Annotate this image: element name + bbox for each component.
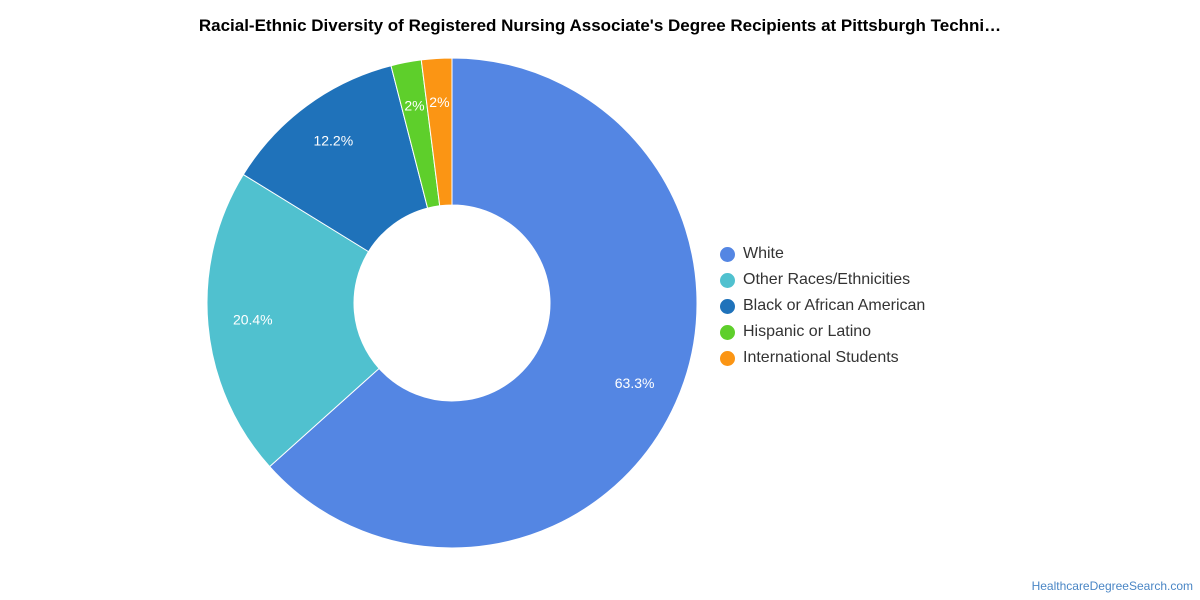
chart-title: Racial-Ethnic Diversity of Registered Nu… <box>198 16 1002 35</box>
legend-label: Other Races/Ethnicities <box>743 271 911 288</box>
legend-label: White <box>743 245 784 262</box>
data-label: 2% <box>404 97 424 113</box>
slice-white[interactable] <box>268 57 698 549</box>
legend-item[interactable]: Other Races/Ethnicities <box>720 267 925 293</box>
legend-item[interactable]: International Students <box>720 345 925 371</box>
legend-swatch <box>720 272 735 288</box>
data-label: 2% <box>429 94 449 110</box>
slice-other-races-ethnicities[interactable] <box>206 173 380 468</box>
legend-swatch <box>720 246 735 262</box>
legend-swatch <box>720 350 735 366</box>
data-label: 20.4% <box>233 312 273 328</box>
source-credit-link[interactable]: HealthcareDegreeSearch.com <box>1031 579 1193 593</box>
legend-swatch <box>720 324 735 340</box>
legend-label: International Students <box>743 349 899 366</box>
chart-legend: White Other Races/Ethnicities Black or Afr… <box>720 241 925 371</box>
legend-label: Black or African American <box>743 297 926 314</box>
legend-label: Hispanic or Latino <box>743 323 872 340</box>
legend-item[interactable]: Hispanic or Latino <box>720 319 925 345</box>
legend-item[interactable]: White <box>720 241 925 267</box>
legend-swatch <box>720 298 735 314</box>
data-label: 12.2% <box>313 133 353 149</box>
slice-black-or-african-american[interactable] <box>242 65 429 253</box>
legend-item[interactable]: Black or African American <box>720 293 925 319</box>
data-label: 63.3% <box>615 375 655 391</box>
slice-international-students[interactable] <box>420 57 453 207</box>
